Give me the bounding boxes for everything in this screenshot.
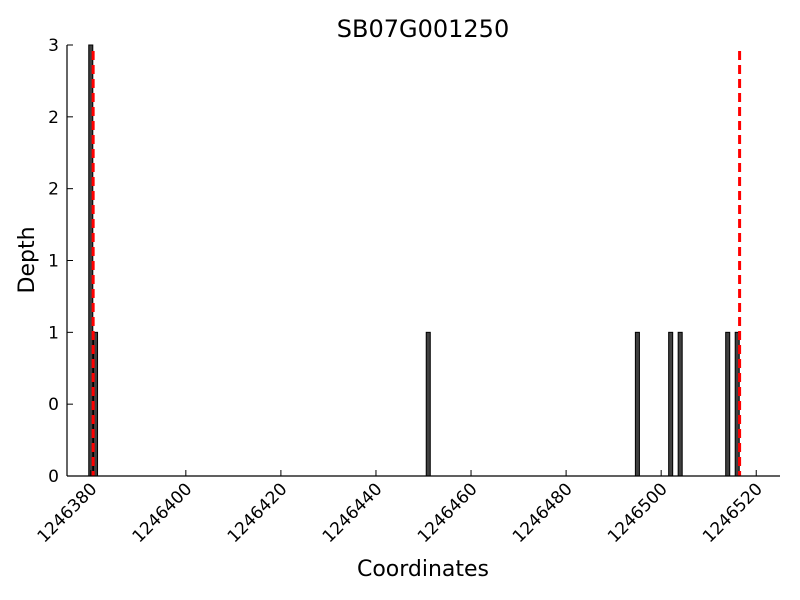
y-ticks-layer: 0 0 1 1 2 2 3 xyxy=(48,36,73,487)
reference-lines-layer xyxy=(91,51,742,476)
x-tick-label-5: 1246480 xyxy=(509,479,577,547)
bar-0-3 xyxy=(634,331,640,477)
y-tick-label-0: 0 xyxy=(48,467,59,487)
y-tick-label-2: 1 xyxy=(48,323,59,343)
bar-0-4 xyxy=(668,331,674,477)
bar-0-6 xyxy=(725,331,731,477)
x-ticks-layer: 1246380 1246400 1246420 1246440 1246460 12464… xyxy=(34,470,767,547)
chart-title: SB07G001250 xyxy=(337,15,509,43)
x-tick-label-1: 1246400 xyxy=(129,479,197,547)
x-tick-label-2: 1246420 xyxy=(224,479,292,547)
bar-0-2 xyxy=(425,331,431,477)
y-axis-title: Depth xyxy=(15,226,40,293)
y-tick-label-1: 0 xyxy=(48,395,59,415)
x-tick-label-7: 1246520 xyxy=(699,479,767,547)
x-tick-label-4: 1246460 xyxy=(414,479,482,547)
y-tick-label-5: 2 xyxy=(48,108,59,128)
x-tick-label-0: 1246380 xyxy=(34,479,102,547)
bar-0-5 xyxy=(677,331,683,477)
bars-layer xyxy=(88,44,740,477)
y-tick-label-4: 2 xyxy=(48,180,59,200)
x-tick-label-3: 1246440 xyxy=(319,479,387,547)
y-tick-label-3: 1 xyxy=(48,252,59,272)
x-axis-title: Coordinates xyxy=(357,557,489,582)
y-tick-label-6: 3 xyxy=(48,36,59,56)
x-tick-label-6: 1246500 xyxy=(604,479,672,547)
